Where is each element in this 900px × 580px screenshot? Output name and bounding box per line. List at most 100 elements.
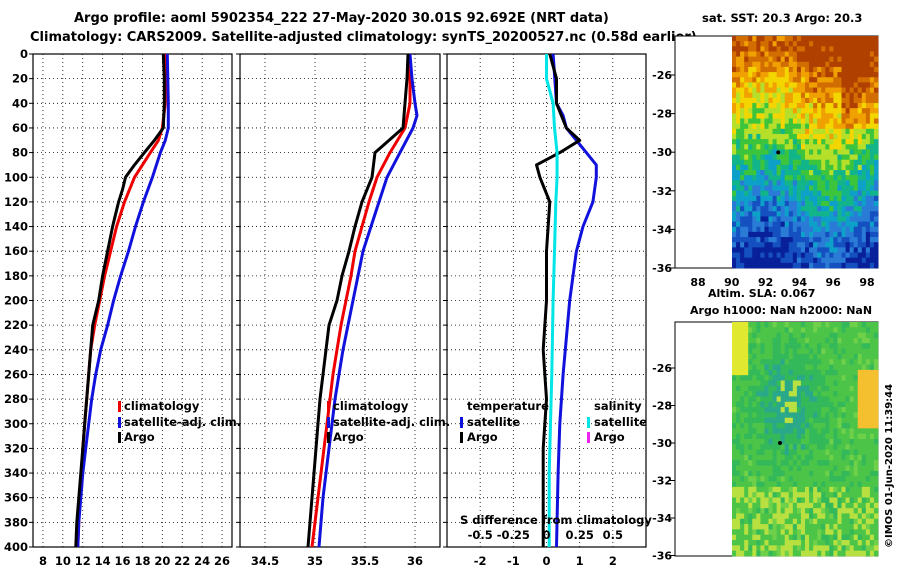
sst-map-cell — [845, 226, 851, 233]
sst-map-cell — [740, 87, 745, 94]
sst-map-cell — [792, 72, 798, 78]
sla-map-cell — [861, 444, 867, 451]
sla-map-cell — [740, 348, 745, 355]
sla-map-cell — [796, 407, 802, 413]
sst-map-cell — [788, 154, 794, 161]
sst-map-cell — [780, 221, 786, 228]
sst-map-cell — [841, 216, 846, 222]
sla-map-cell — [813, 332, 818, 339]
sst-map-cell — [825, 87, 830, 94]
sst-map-cell — [805, 257, 810, 264]
sla-map-cell — [732, 412, 737, 419]
sst-map-cell — [833, 154, 838, 161]
sla-map-cell — [873, 423, 879, 429]
sla-map-cell — [764, 449, 769, 456]
sla-map-cell — [744, 428, 749, 435]
sla-map-cell — [861, 476, 867, 482]
x-tick-label: 34.5 — [251, 554, 279, 568]
sla-map-cell — [829, 417, 834, 424]
sst-map-cell — [825, 221, 830, 228]
sst-map-cell — [813, 118, 818, 125]
sla-map-cell — [869, 439, 875, 445]
sst-map-cell — [748, 252, 753, 259]
sla-map-cell — [748, 486, 753, 493]
sla-map-cell — [849, 545, 855, 552]
sst-map-cell — [792, 56, 798, 63]
sla-map-cell — [800, 540, 806, 546]
sst-map-cell — [817, 41, 822, 47]
sla-map-cell — [869, 375, 875, 381]
sla-map-cell — [853, 385, 859, 392]
sla-map-cell — [809, 412, 814, 419]
imos-timestamp: ©IMOS 01-Jun-2020 11:39:44 — [884, 384, 895, 548]
sla-map-cell — [784, 343, 790, 349]
sst-map-cell — [873, 257, 879, 264]
sst-map-cell — [873, 46, 879, 52]
sst-map-cell — [756, 247, 761, 253]
sla-map-cell — [756, 513, 761, 520]
sla-map-cell — [841, 492, 846, 498]
sla-map-cell — [821, 391, 826, 397]
sst-map-cell — [857, 185, 863, 192]
sla-map-cell — [821, 529, 826, 536]
sla-map-cell — [772, 449, 778, 456]
sla-map-cell — [776, 449, 782, 456]
sla-map-cell — [756, 444, 761, 451]
sla-map-cell — [865, 433, 871, 440]
sst-map-cell — [813, 41, 818, 47]
sst-map-cell — [817, 185, 822, 192]
sst-map-cell — [744, 118, 749, 125]
sst-map-cell — [756, 231, 761, 238]
sla-map-cell — [772, 513, 778, 520]
sst-map-cell — [756, 46, 761, 52]
sst-map-cell — [809, 257, 814, 264]
sst-map-cell — [829, 170, 834, 176]
sst-map-cell — [821, 149, 826, 155]
sst-map-cell — [800, 190, 806, 197]
sla-map-cell — [873, 524, 879, 530]
sst-map-cell — [821, 113, 826, 119]
sla-map-cell — [861, 369, 867, 376]
sst-map-cell — [841, 72, 846, 78]
sla-map-cell — [772, 385, 778, 392]
sst-map-cell — [809, 36, 814, 42]
sst-map-cell — [732, 257, 737, 264]
sla-map-cell — [833, 444, 838, 451]
sst-map-cell — [780, 118, 786, 125]
sst-map-cell — [796, 118, 802, 125]
sla-map-cell — [740, 433, 745, 440]
sst-map-cell — [760, 36, 765, 42]
sst-map-cell — [849, 113, 855, 119]
sla-map-cell — [845, 508, 851, 514]
sst-map-cell — [800, 103, 806, 109]
sla-map-cell — [764, 460, 769, 466]
sla-map-cell — [817, 449, 822, 456]
sst-map-cell — [873, 97, 879, 104]
sst-map-cell — [764, 247, 769, 253]
sst-map-cell — [748, 195, 753, 202]
sla-map-cell — [841, 513, 846, 520]
sla-map-cell — [873, 353, 879, 360]
sst-map-cell — [768, 66, 773, 73]
sst-map-cell — [776, 139, 782, 145]
sst-map-cell — [853, 92, 859, 99]
sst-map-cell — [869, 216, 875, 222]
sla-map-cell — [740, 481, 745, 488]
sst-map-cell — [805, 211, 810, 217]
sst-map-cell — [768, 139, 773, 145]
sst-map-cell — [833, 242, 838, 248]
sla-map-cell — [796, 497, 802, 504]
sst-map-cell — [853, 242, 859, 248]
sst-map-cell — [865, 221, 871, 228]
sst-map-cell — [833, 231, 838, 238]
sst-map-cell — [788, 77, 794, 83]
sst-map-cell — [845, 128, 851, 135]
sla-lat-label: -36 — [652, 550, 672, 563]
sst-map-cell — [845, 221, 851, 228]
sla-map-cell — [805, 327, 810, 334]
sst-map-cell — [849, 237, 855, 243]
sla-map-cell — [788, 550, 794, 557]
sst-map-cell — [833, 139, 838, 145]
sst-map-cell — [849, 159, 855, 166]
sst-map-cell — [800, 144, 806, 150]
